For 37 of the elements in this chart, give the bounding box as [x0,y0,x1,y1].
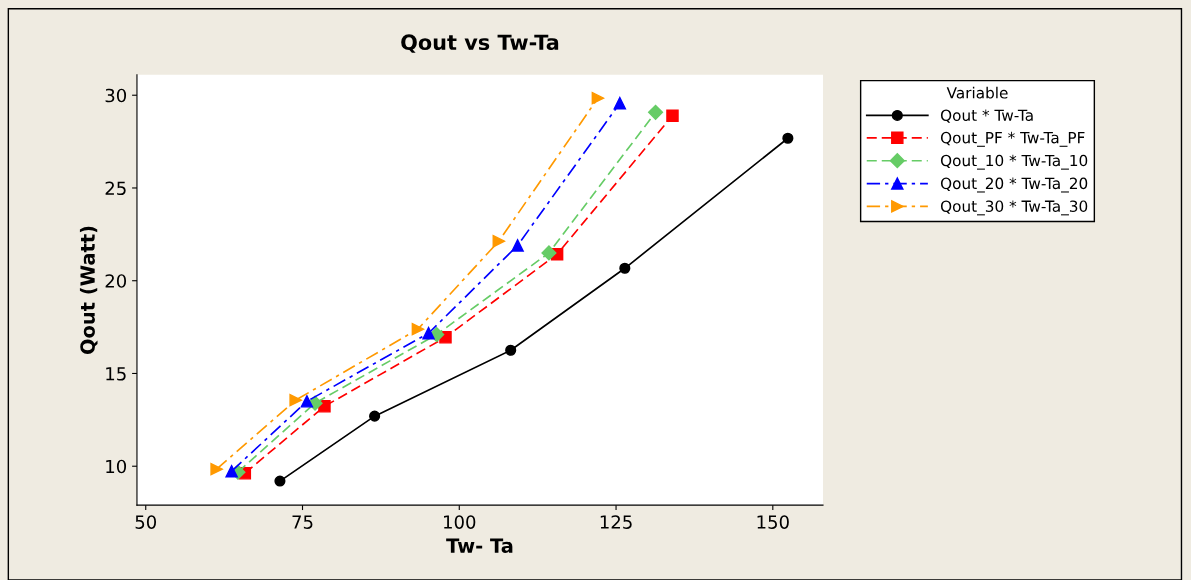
y-tick-label: 10 [106,459,127,474]
point [422,326,435,340]
point [210,462,223,476]
point [411,322,425,336]
point [782,132,794,144]
x-tick-label: 150 [757,515,789,529]
legend-label: Qout_30 * Tw-Ta_30 [940,200,1088,216]
x-tick-label: 75 [292,515,313,529]
point [647,104,664,120]
point [511,239,524,252]
point [492,234,506,248]
point [505,344,517,356]
x-axis-title: Tw- Ta [446,538,513,553]
y-axis-title: Qout (Watt) [79,226,98,355]
point [274,475,286,487]
chart-title: Qout vs Tw-Ta [401,34,559,53]
point [591,91,605,105]
point [613,96,627,110]
x-tick-label: 100 [444,515,476,529]
y-tick-label: 25 [105,181,126,196]
legend-label: Qout_20 * Tw-Ta_20 [940,177,1088,193]
legend-label: Qout_10 * Tw-Ta_10 [940,154,1088,170]
legend-label: Qout_PF * Tw-Ta_PF [940,131,1085,147]
point [619,262,631,274]
y-tick-label: 30 [105,88,127,103]
legend-label: Qout * Tw-Ta [940,109,1033,123]
point [666,109,679,122]
y-tick-label: 15 [106,367,126,381]
point [225,464,238,478]
x-tick-label: 125 [600,515,632,529]
y-tick-label: 20 [105,274,127,288]
point [300,395,314,408]
point [541,245,557,261]
legend-title: Variable [946,86,1008,99]
x-tick-label: 50 [135,515,157,529]
point [289,393,302,407]
point [369,410,381,422]
